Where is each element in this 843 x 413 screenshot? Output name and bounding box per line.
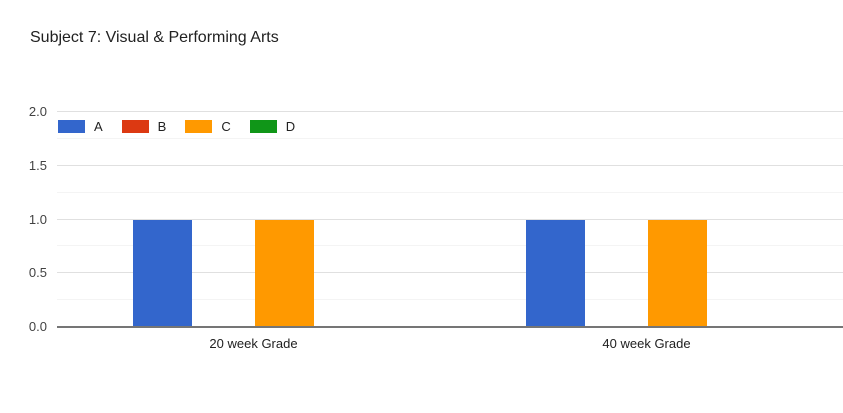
legend-swatch-icon bbox=[249, 120, 277, 133]
gridline bbox=[57, 164, 843, 166]
gridline bbox=[57, 299, 843, 301]
gridline bbox=[57, 218, 843, 220]
legend-item-d: D bbox=[249, 119, 296, 134]
gridline bbox=[57, 137, 843, 139]
legend-label: C bbox=[221, 119, 231, 134]
legend-swatch-icon bbox=[185, 120, 213, 133]
bar-c-2 bbox=[647, 219, 707, 327]
legend-item-b: B bbox=[121, 119, 167, 134]
chart-title: Subject 7: Visual & Performing Arts bbox=[30, 29, 279, 46]
legend-item-c: C bbox=[185, 119, 231, 134]
gridline bbox=[57, 111, 843, 112]
y-tick-label: 0.0 bbox=[28, 319, 47, 334]
y-tick-label: 1.0 bbox=[28, 211, 47, 227]
legend-label: A bbox=[94, 119, 103, 134]
legend-swatch-icon bbox=[121, 120, 149, 133]
y-tick-label: 2.0 bbox=[28, 104, 47, 119]
bar-a-2 bbox=[525, 219, 585, 327]
bar-c-1 bbox=[254, 219, 314, 327]
legend-swatch-icon bbox=[58, 120, 85, 133]
legend: A B C D bbox=[58, 119, 295, 134]
gridline bbox=[57, 191, 843, 193]
gridline bbox=[57, 245, 843, 247]
legend-item-a: A bbox=[58, 119, 103, 134]
bar-a-1 bbox=[132, 219, 192, 327]
legend-label: B bbox=[157, 119, 167, 134]
x-axis-label: 40 week Grade bbox=[602, 336, 691, 351]
x-axis-label: 20 week Grade bbox=[209, 336, 298, 351]
gridline bbox=[57, 272, 843, 274]
x-axis-line bbox=[57, 326, 843, 328]
y-tick-label: 0.5 bbox=[28, 265, 47, 281]
plot-area: A B C D bbox=[57, 111, 843, 328]
legend-label: D bbox=[285, 119, 296, 134]
y-tick-label: 1.5 bbox=[28, 157, 47, 173]
